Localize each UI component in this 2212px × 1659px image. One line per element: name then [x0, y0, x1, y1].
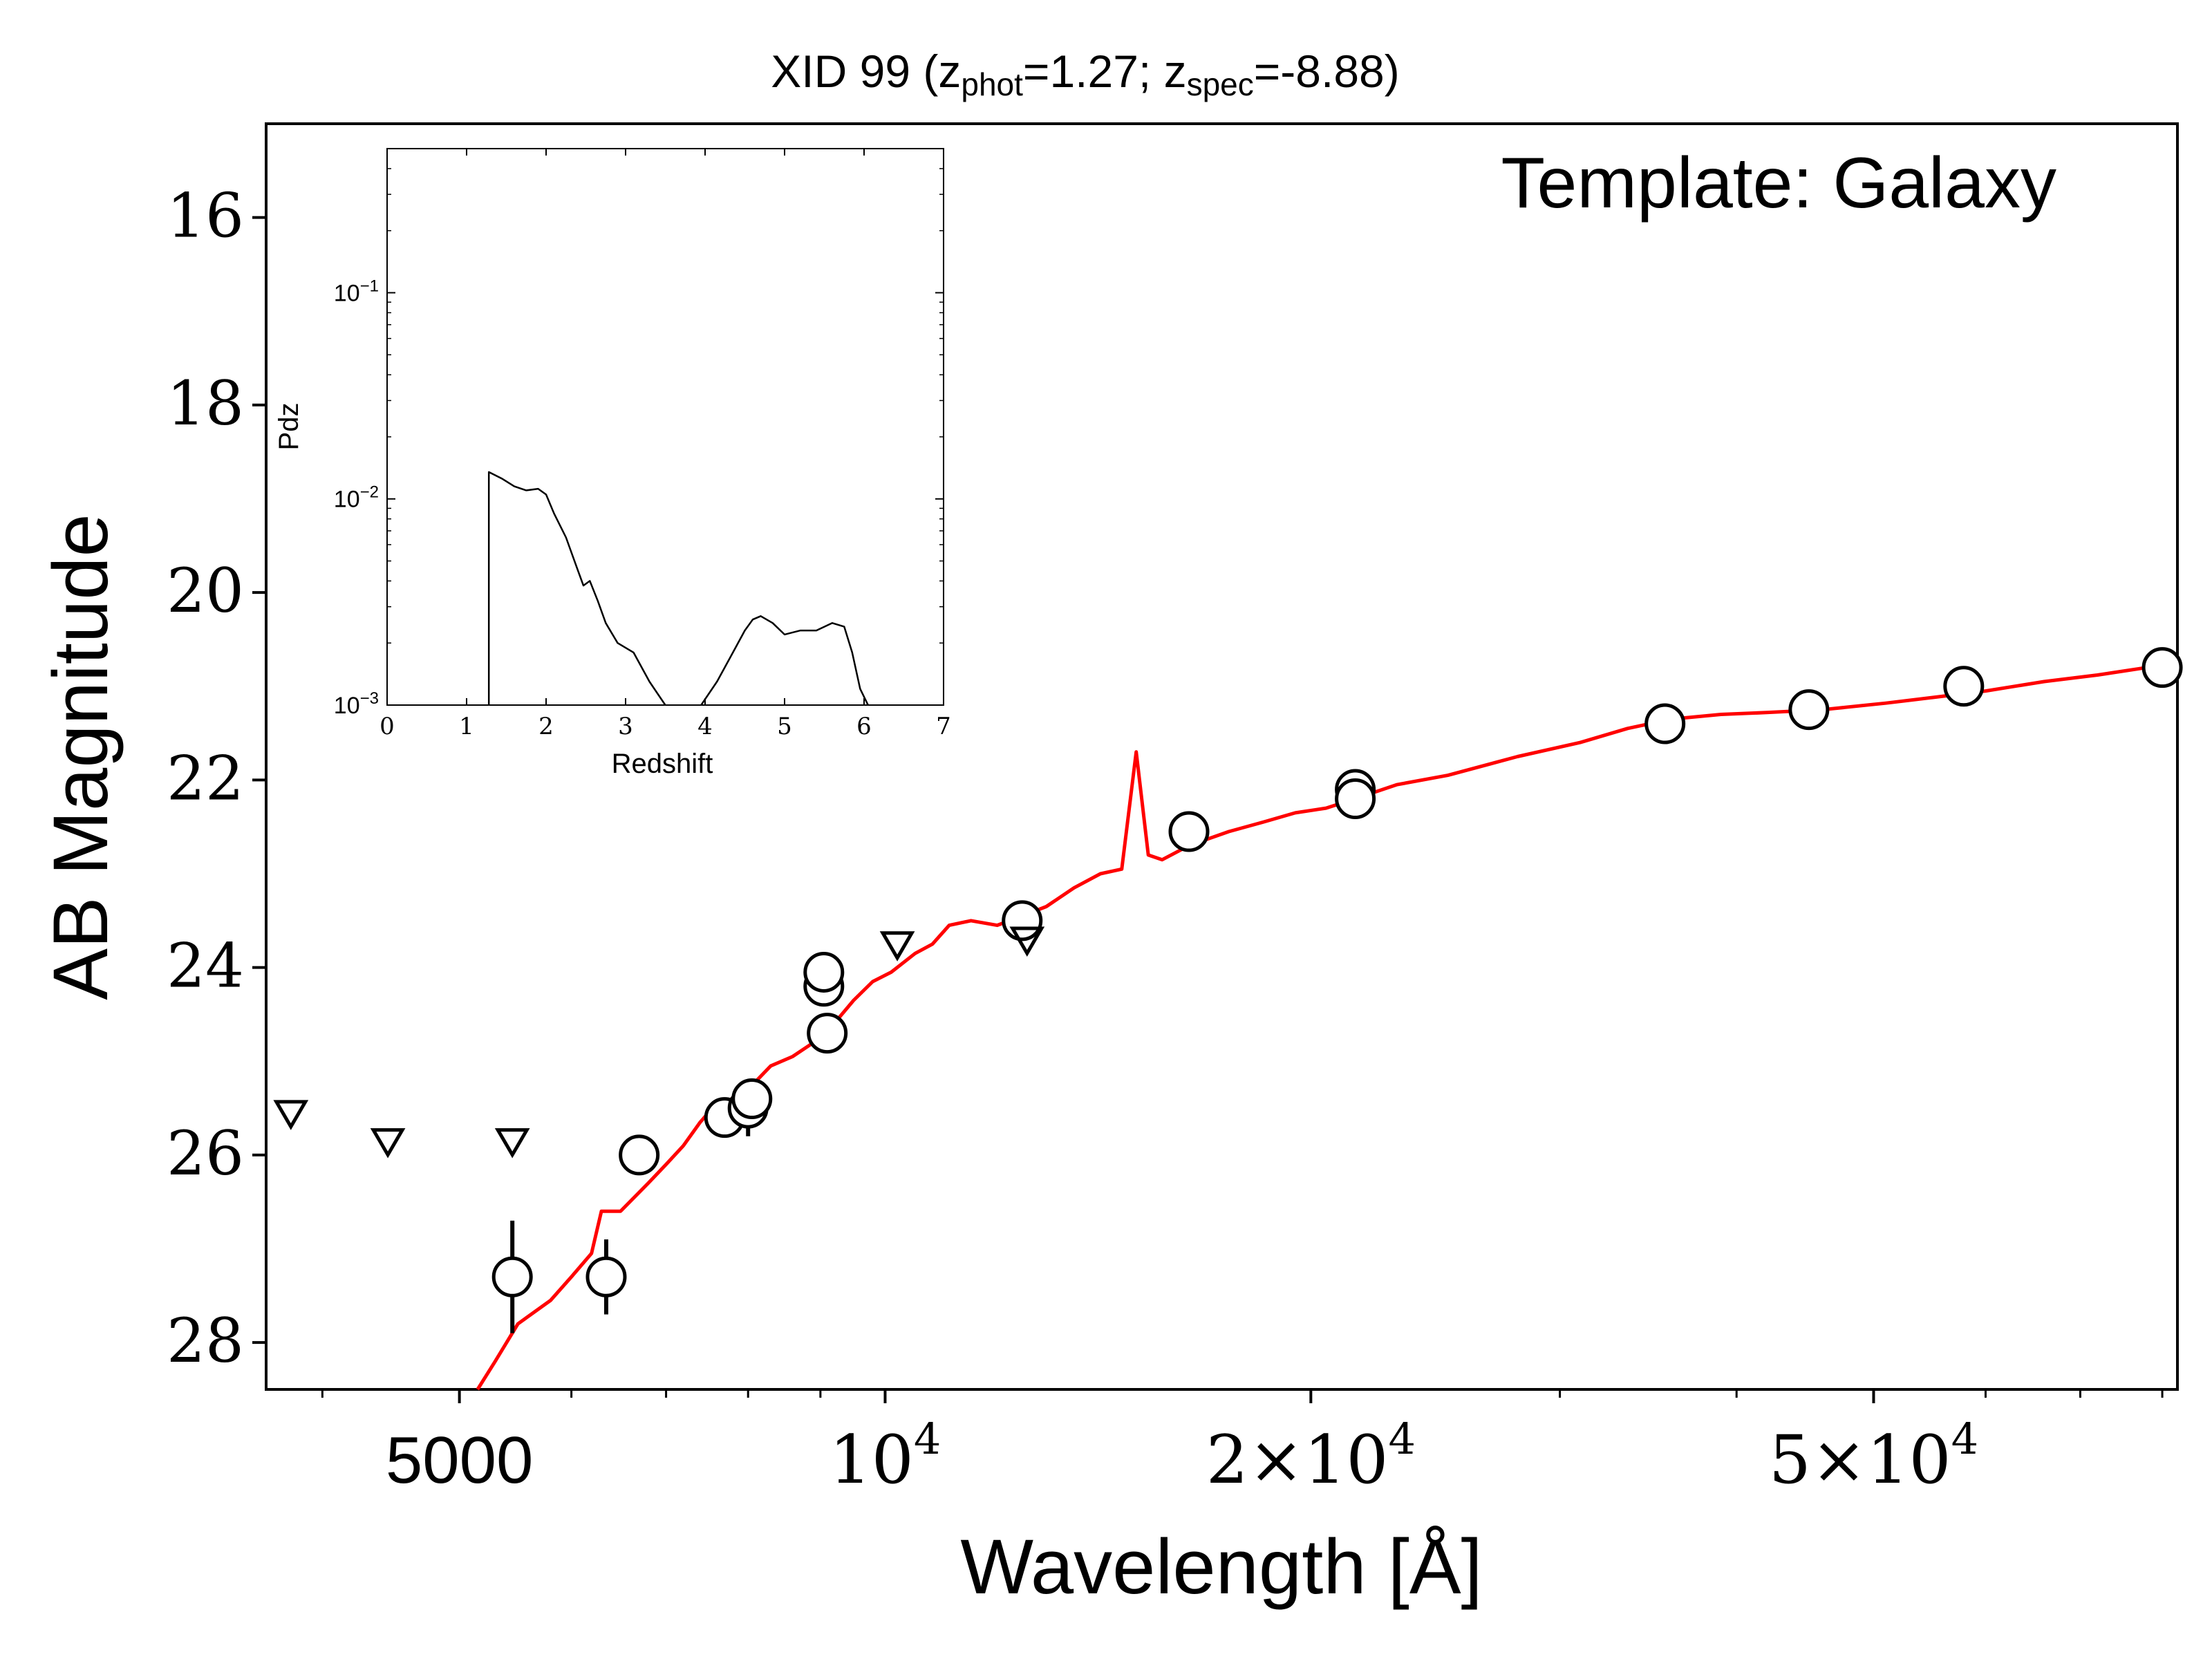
detection-point — [1002, 900, 1043, 941]
detection-point — [807, 1013, 848, 1054]
inset-y-tick-label: 10−3 — [334, 689, 379, 719]
inset-x-tick-label: 0 — [379, 713, 395, 740]
y-tick-label: 16 — [167, 180, 244, 252]
inset-x-tick-label: 3 — [618, 713, 633, 740]
inset-x-tick-label: 2 — [538, 713, 554, 740]
detection-point — [1168, 811, 1210, 852]
detection-marker — [491, 1256, 533, 1297]
template-curve — [476, 661, 2178, 1391]
detection-point — [585, 1239, 627, 1315]
inset-y-label: Pdz — [274, 403, 304, 451]
template-annotation: Template: Galaxy — [1501, 143, 2056, 223]
inset-y-tick-label: 10−2 — [334, 483, 379, 513]
inset-x-label: Redshift — [612, 749, 713, 779]
y-tick-label: 20 — [167, 555, 244, 626]
detection-point — [491, 1220, 533, 1333]
upper-limit-marker — [879, 931, 915, 962]
detection-marker — [1335, 778, 1376, 820]
detection-point — [1644, 703, 1686, 744]
y-tick-label: 22 — [167, 742, 244, 814]
upper-limit-marker — [273, 1100, 309, 1130]
inset-x-tick-label: 4 — [697, 713, 713, 740]
upper-limit-marker — [1009, 926, 1045, 957]
pdz-curve — [700, 615, 869, 706]
detection-marker — [1168, 811, 1210, 852]
detection-marker — [585, 1256, 627, 1297]
detection-point — [731, 1078, 773, 1120]
upper-limit-marker — [370, 1128, 406, 1159]
inset-y-tick-label: 10−1 — [334, 276, 379, 306]
inset-x-tick-label: 6 — [856, 713, 872, 740]
detection-marker — [1002, 900, 1043, 941]
inset-x-tick-label: 5 — [777, 713, 792, 740]
x-axis-label: Wavelength [Å] — [960, 1524, 1482, 1610]
x-tick-label: 5000 — [386, 1423, 534, 1497]
chart-title: XID 99 (zphot=1.27; zspec=-8.88) — [771, 46, 1399, 102]
detection-marker — [803, 951, 845, 993]
detection-point — [803, 951, 845, 993]
detection-point — [2141, 647, 2183, 688]
pdz-curve — [487, 471, 666, 706]
detection-marker — [1788, 689, 1830, 731]
x-tick-label: 104 — [830, 1414, 941, 1499]
y-tick-label: 28 — [167, 1305, 244, 1376]
y-axis-label: AB Magnitude — [37, 514, 124, 1000]
detection-point — [1943, 666, 1985, 707]
template-sed — [476, 661, 2178, 1391]
upper-limit-marker — [494, 1128, 530, 1159]
detection-marker — [1644, 703, 1686, 744]
detection-marker — [731, 1078, 773, 1120]
detection-marker — [1943, 666, 1985, 707]
y-tick-label: 24 — [167, 930, 244, 1002]
detection-point — [619, 1134, 660, 1176]
main-plot-frame — [265, 122, 2179, 1391]
x-tick-label: 2×104 — [1206, 1414, 1416, 1499]
inset-background — [387, 149, 944, 705]
x-tick-label: 5×104 — [1769, 1414, 1978, 1499]
detection-marker — [2141, 647, 2183, 688]
inset-frame — [386, 148, 944, 706]
y-tick-label: 18 — [167, 368, 244, 439]
detection-marker — [807, 1013, 848, 1054]
photometry-points — [273, 647, 2183, 1333]
inset-x-tick-label: 7 — [936, 713, 951, 740]
detection-point — [1788, 689, 1830, 731]
detection-marker — [619, 1134, 660, 1176]
y-tick-label: 26 — [167, 1118, 244, 1189]
detection-point — [1335, 778, 1376, 820]
inset-x-tick-label: 1 — [459, 713, 474, 740]
